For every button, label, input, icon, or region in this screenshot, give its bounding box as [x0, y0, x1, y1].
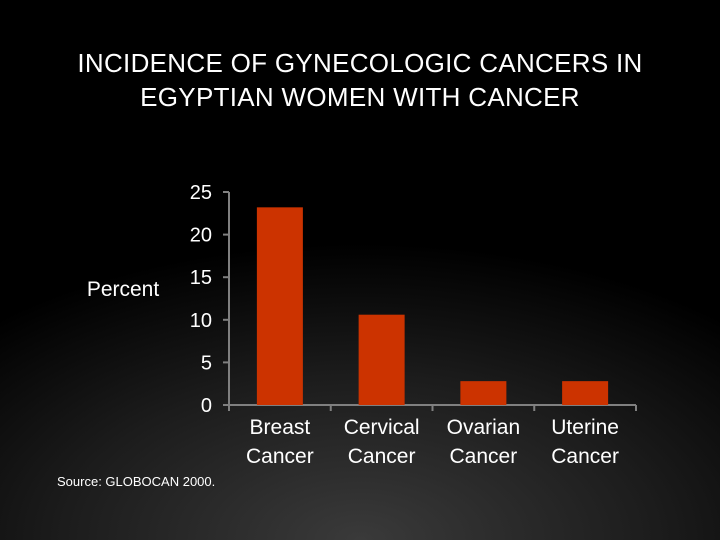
y-tick-label: 15 [190, 267, 212, 289]
x-category-label-line: Ovarian [447, 416, 521, 439]
x-category-label: Ovarian Cancer [447, 416, 521, 468]
y-axis-label: Percent [87, 278, 160, 301]
x-category-label-line: Cancer [551, 445, 619, 468]
bar-cervical [358, 314, 405, 405]
x-category-label: Uterine Cancer [551, 416, 619, 468]
y-tick-label: 5 [201, 352, 212, 374]
bar-breast [256, 207, 303, 405]
x-category-label-line: Cancer [450, 445, 518, 468]
y-tick-label: 10 [190, 310, 212, 332]
bar-ovarian [460, 381, 507, 405]
y-tick-label: 25 [190, 182, 212, 204]
x-category-label: Breast Cancer [246, 416, 314, 468]
bar-uterine [562, 381, 609, 405]
x-category-label-line: Uterine [551, 416, 619, 439]
x-category-label-line: Cancer [246, 445, 314, 468]
title-line-2: EGYPTIAN WOMEN WITH CANCER [140, 82, 580, 112]
source-note: Source: GLOBOCAN 2000. [57, 474, 216, 489]
title-line-1: INCIDENCE OF GYNECOLOGIC CANCERS IN [77, 48, 643, 78]
y-tick-label: 20 [190, 225, 212, 247]
slide-title: INCIDENCE OF GYNECOLOGIC CANCERS IN EGYP… [40, 46, 680, 114]
x-category-label-line: Breast [250, 416, 311, 439]
x-category-label: Cervical Cancer [344, 416, 420, 468]
y-tick-label: 0 [201, 395, 212, 417]
x-category-label-line: Cancer [348, 445, 416, 468]
x-category-label-line: Cervical [344, 416, 420, 439]
